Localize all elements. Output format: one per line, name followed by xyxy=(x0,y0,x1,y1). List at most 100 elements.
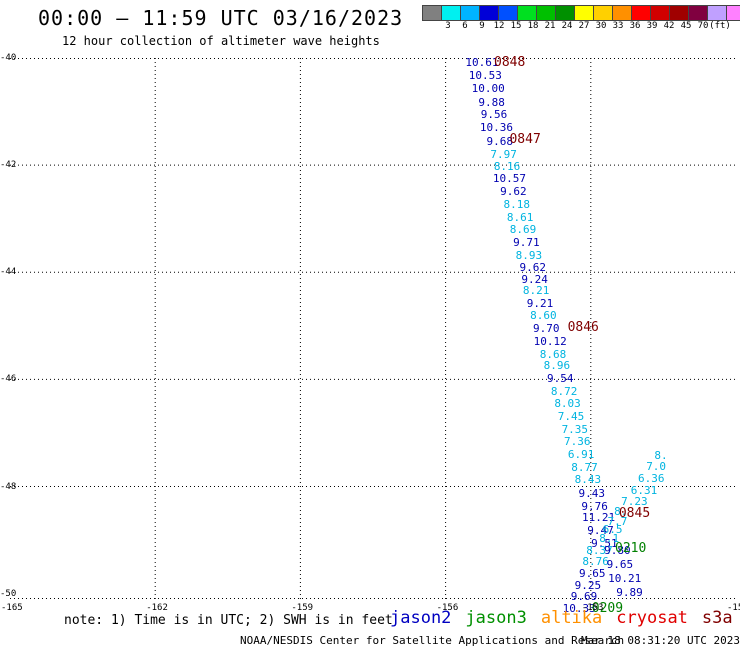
pass-time-label: 0845 xyxy=(618,506,651,522)
legend-swatch xyxy=(574,5,594,21)
wave-height-label: 10.12 xyxy=(533,335,567,349)
wave-height-label: 8.1 xyxy=(599,532,620,546)
satellite-jason2: jason2 xyxy=(390,608,452,628)
wave-height-label: 7.35 xyxy=(561,422,589,436)
wave-height-label: 9.43 xyxy=(578,486,606,500)
wave-height-label: 8. xyxy=(614,504,628,518)
wave-height-label: 8.93 xyxy=(515,248,543,262)
wave-height-label: 8.96 xyxy=(543,359,571,373)
wave-height-label: 8.16 xyxy=(493,160,521,174)
wave-height-label: 10.21 xyxy=(608,571,642,585)
legend-label: 39 xyxy=(646,21,658,31)
wave-height-label: 7.36 xyxy=(563,434,591,448)
satellite-s3a: s3a xyxy=(701,608,733,628)
wave-height-label: 10.00 xyxy=(471,82,505,96)
wave-height-label: 8.03 xyxy=(554,397,581,411)
wave-height-label: 10.33 xyxy=(562,602,596,616)
wave-height-label: 6.31 xyxy=(630,484,658,498)
wave-height-label: 10.57 xyxy=(492,172,527,186)
wave-height-label: 8.69 xyxy=(509,223,537,237)
legend-swatch xyxy=(612,5,632,21)
wave-height-label: 9.65 xyxy=(579,567,606,581)
wave-height-label: 8.76 xyxy=(582,555,609,569)
lat-tick-label: -48 xyxy=(0,481,17,492)
lat-tick-label: -40 xyxy=(0,53,17,63)
legend-label: 36 xyxy=(629,21,641,31)
legend-swatch xyxy=(441,5,461,21)
legend-swatch xyxy=(707,5,727,21)
legend-swatch xyxy=(479,5,499,21)
legend-swatch xyxy=(669,5,689,21)
wave-height-label: 7.45 xyxy=(557,410,585,424)
wave-height-label: 8.60 xyxy=(530,309,557,323)
wave-height-label: 7.7 xyxy=(607,514,628,528)
wave-height-label: 9.62 xyxy=(500,185,527,199)
lat-tick-label: -44 xyxy=(0,267,17,278)
map-plot-area: 10.61 10.53 10.00 9.88 9.56 10.36 9.68 7.97 8.16… xyxy=(10,54,736,615)
wave-height-label: 9.51 xyxy=(591,536,618,550)
satellite-altika: altika xyxy=(540,608,603,628)
wave-height-label: 8.21 xyxy=(522,284,550,298)
legend-swatch xyxy=(688,5,708,21)
satellite-legend: jason2 jason3 altika cryosat s3a xyxy=(390,608,733,628)
legend-swatch xyxy=(650,5,670,21)
wave-height-label: 8. xyxy=(654,449,668,463)
wave-height-label: 9.70 xyxy=(533,321,560,335)
pass-time-label: 0848 xyxy=(494,54,526,70)
pass-time-label: 0846 xyxy=(567,319,599,335)
map-subtitle: 12 hour collection of altimeter wave hei… xyxy=(62,34,380,48)
satellite-cryosat: cryosat xyxy=(616,608,688,628)
legend-label: 42 xyxy=(663,21,675,31)
map-title: 00:00 – 11:59 UTC 03/16/2023 xyxy=(38,6,404,30)
legend-label: 18 xyxy=(527,21,539,31)
color-legend xyxy=(422,5,740,21)
wave-height-label: 9.65 xyxy=(606,557,634,571)
lon-tick-label: -165 xyxy=(1,603,23,613)
wave-height-label: 7.0 xyxy=(646,460,667,474)
wave-height-label: 8.37 xyxy=(586,544,613,558)
legend-label: 12 xyxy=(493,21,505,31)
legend-label: 45 xyxy=(680,21,692,31)
legend-label: 9 xyxy=(479,21,485,31)
lon-tick-label: -159 xyxy=(291,603,314,613)
wave-height-label: 9.24 xyxy=(521,272,548,286)
wave-height-label: 9.25 xyxy=(574,579,602,592)
legend-swatch xyxy=(631,5,651,21)
legend-label: 21 xyxy=(544,21,556,31)
legend-label: 33 xyxy=(612,21,624,31)
wave-height-label: 9.80 xyxy=(604,544,631,558)
legend-label: (ft) xyxy=(709,21,731,31)
wave-height-label: 7.97 xyxy=(490,148,517,162)
legend-label: 6 xyxy=(462,21,468,31)
wave-height-label: 9.76 xyxy=(581,500,608,514)
legend-swatch xyxy=(555,5,575,21)
legend-swatch xyxy=(460,5,480,21)
pass-time-label: 0210 xyxy=(615,540,647,556)
lon-tick-label: -15 xyxy=(727,603,740,613)
wave-height-label: 10.36 xyxy=(479,121,513,135)
wave-height-label: 10.61 xyxy=(465,55,499,69)
legend-label: 27 xyxy=(578,21,590,31)
wave-height-label: 9.68 xyxy=(486,134,514,148)
wave-height-label: 9.56 xyxy=(480,108,508,122)
wave-height-label: 8.72 xyxy=(550,385,578,399)
wave-height-label: 11.21 xyxy=(581,510,616,524)
map-grid xyxy=(10,58,736,599)
wave-height-label: 8.43 xyxy=(574,473,602,487)
lon-tick-label: -153 xyxy=(581,603,604,613)
lon-tick-label: -156 xyxy=(436,603,459,613)
wave-height-label: 9.89 xyxy=(616,585,643,599)
legend-swatch xyxy=(498,5,518,21)
wave-height-label: 6.36 xyxy=(638,471,665,485)
legend-swatch xyxy=(422,5,442,21)
lat-tick-label: -46 xyxy=(0,374,17,385)
credit-line: NOAA/NESDIS Center for Satellite Applica… xyxy=(240,634,625,647)
wave-height-label: 9.69 xyxy=(570,590,598,604)
wave-height-label: 9.71 xyxy=(513,236,540,250)
legend-swatch xyxy=(536,5,556,21)
legend-label: 3 xyxy=(445,21,451,31)
legend-label: 15 xyxy=(510,21,522,31)
wave-height-label: 8.68 xyxy=(539,347,567,361)
wave-height-label: 9.21 xyxy=(526,296,554,310)
legend-label: 70 xyxy=(697,21,709,31)
